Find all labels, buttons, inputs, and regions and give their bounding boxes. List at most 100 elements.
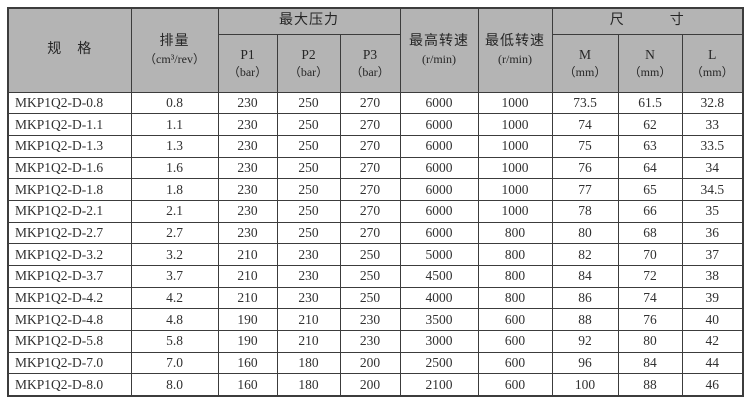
cell-p3: 270 — [339, 156, 401, 180]
cell-max-speed: 6000 — [399, 156, 479, 180]
cell-spec: MKP1Q2-D-5.8 — [7, 330, 132, 353]
cell-max-speed: 6000 — [399, 221, 479, 245]
header-l: L （mm） — [681, 33, 744, 93]
cell-max-speed: 5000 — [399, 243, 479, 266]
table-row: MKP1Q2-D-2.7 2.7 230 250 270 6000 800 80 68 36 — [7, 221, 744, 245]
cell-max-speed: 6000 — [399, 113, 479, 136]
cell-max-speed: 6000 — [399, 134, 479, 158]
cell-m: 80 — [551, 221, 619, 245]
table-row: MKP1Q2-D-4.8 4.8 190 210 230 3500 600 88 76 40 — [7, 308, 744, 332]
cell-p3: 250 — [339, 286, 401, 310]
cell-l: 46 — [681, 373, 744, 397]
cell-p1: 190 — [217, 308, 278, 332]
cell-p3: 250 — [339, 243, 401, 266]
cell-m: 82 — [551, 243, 619, 266]
cell-min-speed: 1000 — [477, 134, 553, 158]
cell-m: 92 — [551, 330, 619, 353]
cell-max-speed: 6000 — [399, 199, 479, 223]
cell-l: 42 — [681, 330, 744, 353]
cell-n: 65 — [617, 178, 683, 201]
cell-n: 61.5 — [617, 91, 683, 115]
cell-l: 34.5 — [681, 178, 744, 201]
cell-spec: MKP1Q2-D-7.0 — [7, 351, 132, 375]
header-dimensions: 尺 寸 — [551, 7, 744, 35]
cell-m: 84 — [551, 265, 619, 288]
cell-m: 88 — [551, 308, 619, 332]
header-p1-unit: （bar） — [227, 65, 268, 79]
cell-n: 64 — [617, 156, 683, 180]
cell-min-speed: 800 — [477, 286, 553, 310]
cell-spec: MKP1Q2-D-1.3 — [7, 134, 132, 158]
cell-p2: 250 — [276, 91, 341, 115]
cell-max-speed: 3500 — [399, 308, 479, 332]
table-row: MKP1Q2-D-1.8 1.8 230 250 270 6000 1000 77 65 34.5 — [7, 178, 744, 201]
cell-l: 38 — [681, 265, 744, 288]
cell-m: 73.5 — [551, 91, 619, 115]
cell-p3: 270 — [339, 91, 401, 115]
cell-spec: MKP1Q2-D-8.0 — [7, 373, 132, 397]
cell-displacement: 8.0 — [130, 373, 219, 397]
header-p3: P3 （bar） — [339, 33, 401, 93]
cell-min-speed: 1000 — [477, 91, 553, 115]
cell-p1: 230 — [217, 113, 278, 136]
cell-displacement: 7.0 — [130, 351, 219, 375]
header-l-unit: （mm） — [690, 65, 734, 79]
header-max-pressure: 最大压力 — [217, 7, 401, 35]
cell-p2: 210 — [276, 308, 341, 332]
cell-p3: 270 — [339, 134, 401, 158]
cell-l: 34 — [681, 156, 744, 180]
header-displacement: 排量 （cm³/rev） — [130, 7, 219, 93]
cell-min-speed: 1000 — [477, 156, 553, 180]
cell-min-speed: 1000 — [477, 113, 553, 136]
cell-displacement: 5.8 — [130, 330, 219, 353]
cell-displacement: 1.1 — [130, 113, 219, 136]
cell-spec: MKP1Q2-D-1.6 — [7, 156, 132, 180]
cell-p1: 190 — [217, 330, 278, 353]
cell-p2: 250 — [276, 178, 341, 201]
cell-max-speed: 4500 — [399, 265, 479, 288]
header-max-speed-title: 最高转速 — [409, 34, 470, 50]
cell-l: 39 — [681, 286, 744, 310]
table-row: MKP1Q2-D-7.0 7.0 160 180 200 2500 600 96 84 44 — [7, 351, 744, 375]
cell-p3: 270 — [339, 113, 401, 136]
table-row: MKP1Q2-D-5.8 5.8 190 210 230 3000 600 92 80 42 — [7, 330, 744, 353]
cell-p3: 230 — [339, 308, 401, 332]
header-min-speed-unit: (r/min) — [498, 52, 533, 67]
table-row: MKP1Q2-D-4.2 4.2 210 230 250 4000 800 86 74 39 — [7, 286, 744, 310]
table-row: MKP1Q2-D-1.1 1.1 230 250 270 6000 1000 74 62 33 — [7, 113, 744, 136]
cell-p3: 200 — [339, 351, 401, 375]
cell-p2: 180 — [276, 351, 341, 375]
cell-p3: 270 — [339, 178, 401, 201]
cell-spec: MKP1Q2-D-1.8 — [7, 178, 132, 201]
header-n-title: N — [645, 47, 655, 62]
cell-n: 62 — [617, 113, 683, 136]
cell-p1: 230 — [217, 156, 278, 180]
cell-displacement: 3.7 — [130, 265, 219, 288]
header-p2-title: P2 — [301, 47, 316, 62]
cell-n: 76 — [617, 308, 683, 332]
cell-spec: MKP1Q2-D-0.8 — [7, 91, 132, 115]
table-row: MKP1Q2-D-0.8 0.8 230 250 270 6000 1000 73.5 61.5… — [7, 91, 744, 115]
cell-displacement: 2.1 — [130, 199, 219, 223]
table-row: MKP1Q2-D-1.3 1.3 230 250 270 6000 1000 75 63 33.5 — [7, 134, 744, 158]
cell-l: 33 — [681, 113, 744, 136]
cell-l: 33.5 — [681, 134, 744, 158]
header-n: N （mm） — [617, 33, 683, 93]
cell-min-speed: 1000 — [477, 178, 553, 201]
header-min-speed-title: 最低转速 — [485, 34, 546, 50]
cell-p3: 270 — [339, 221, 401, 245]
cell-spec: MKP1Q2-D-3.2 — [7, 243, 132, 266]
cell-m: 74 — [551, 113, 619, 136]
header-n-unit: （mm） — [628, 65, 672, 79]
cell-max-speed: 3000 — [399, 330, 479, 353]
cell-p2: 250 — [276, 134, 341, 158]
cell-spec: MKP1Q2-D-4.2 — [7, 286, 132, 310]
cell-p3: 230 — [339, 330, 401, 353]
spec-table: 规 格 排量 （cm³/rev） 最大压力 最高转速 (r/min) 最低转速 … — [7, 7, 745, 397]
cell-min-speed: 600 — [477, 308, 553, 332]
cell-spec: MKP1Q2-D-2.7 — [7, 221, 132, 245]
cell-p2: 210 — [276, 330, 341, 353]
cell-p1: 210 — [217, 265, 278, 288]
cell-l: 40 — [681, 308, 744, 332]
cell-max-speed: 4000 — [399, 286, 479, 310]
